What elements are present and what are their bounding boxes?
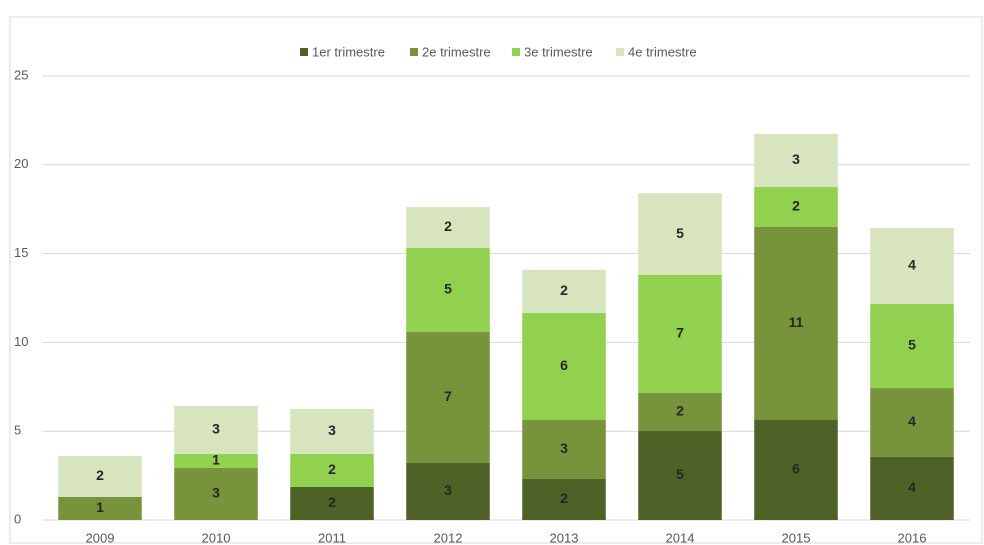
data-label: 4 bbox=[908, 479, 916, 495]
data-label: 2 bbox=[328, 461, 336, 477]
legend-swatch bbox=[300, 48, 308, 56]
y-tick-label: 5 bbox=[14, 423, 21, 438]
data-label: 2 bbox=[96, 467, 104, 483]
bar-segment bbox=[870, 456, 954, 520]
data-label: 2 bbox=[444, 218, 452, 234]
data-label: 2 bbox=[676, 403, 684, 419]
legend-label: 2e trimestre bbox=[422, 44, 491, 59]
y-tick-label: 15 bbox=[14, 245, 28, 260]
data-label: 11 bbox=[789, 314, 804, 330]
data-label: 3 bbox=[328, 422, 336, 438]
data-label: 2 bbox=[792, 198, 800, 214]
data-label: 1 bbox=[96, 499, 104, 515]
data-label: 5 bbox=[676, 225, 684, 241]
bar-segment bbox=[754, 420, 838, 520]
data-label: 5 bbox=[908, 337, 916, 353]
x-tick-label: 2012 bbox=[434, 530, 463, 545]
data-label: 5 bbox=[444, 281, 452, 297]
data-label: 3 bbox=[792, 151, 800, 167]
legend-swatch bbox=[512, 48, 520, 56]
y-tick-label: 10 bbox=[14, 334, 28, 349]
bar-segment bbox=[522, 312, 606, 421]
bar-segment bbox=[290, 486, 374, 520]
x-tick-label: 2014 bbox=[666, 530, 695, 545]
bar-segment bbox=[870, 228, 954, 305]
y-tick-label: 25 bbox=[14, 67, 28, 82]
legend-label: 4e trimestre bbox=[628, 44, 697, 59]
data-label: 4 bbox=[908, 413, 916, 429]
bar-segment bbox=[870, 388, 954, 457]
data-label: 1 bbox=[212, 452, 220, 468]
x-tick-label: 2011 bbox=[318, 530, 346, 545]
x-tick-label: 2009 bbox=[86, 530, 115, 545]
data-label: 6 bbox=[560, 357, 568, 373]
bar-segment bbox=[58, 456, 142, 497]
x-tick-label: 2013 bbox=[550, 530, 579, 545]
data-label: 2 bbox=[560, 282, 568, 298]
bar-segment bbox=[638, 393, 722, 432]
bar-segment bbox=[638, 431, 722, 520]
y-tick-label: 20 bbox=[14, 156, 28, 171]
bar-segment bbox=[870, 304, 954, 389]
x-tick-label: 2016 bbox=[898, 530, 927, 545]
data-label: 3 bbox=[212, 421, 220, 437]
bar-segment bbox=[174, 405, 258, 454]
legend-swatch bbox=[616, 48, 624, 56]
bar-segment bbox=[174, 453, 258, 468]
y-tick-label: 0 bbox=[14, 511, 21, 526]
data-label: 4 bbox=[908, 257, 916, 273]
x-tick-label: 2010 bbox=[202, 530, 231, 545]
legend-label: 1er trimestre bbox=[312, 44, 385, 59]
data-label: 6 bbox=[792, 461, 800, 477]
data-label: 3 bbox=[444, 482, 452, 498]
bar-segment bbox=[754, 187, 838, 227]
chart-frame bbox=[9, 16, 983, 544]
bar-segment bbox=[522, 478, 606, 520]
bar-segment bbox=[406, 331, 490, 463]
data-label: 3 bbox=[560, 440, 568, 456]
data-label: 3 bbox=[212, 485, 220, 501]
bar-segment bbox=[522, 269, 606, 313]
bar-segment bbox=[290, 453, 374, 487]
bar-segment bbox=[406, 247, 490, 332]
bar-segment bbox=[638, 274, 722, 394]
bar-segment bbox=[638, 193, 722, 275]
data-label: 5 bbox=[676, 466, 684, 482]
bar-segment bbox=[406, 462, 490, 520]
data-label: 2 bbox=[560, 490, 568, 506]
data-label: 2 bbox=[328, 494, 336, 510]
legend-swatch bbox=[410, 48, 418, 56]
bar-segment bbox=[174, 467, 258, 520]
bar-segment bbox=[754, 134, 838, 187]
bar-segment bbox=[406, 207, 490, 248]
bar-segment bbox=[290, 409, 374, 454]
bar-segment bbox=[58, 496, 142, 520]
legend-label: 3e trimestre bbox=[524, 44, 593, 59]
data-label: 7 bbox=[676, 325, 684, 341]
bar-segment bbox=[754, 226, 838, 421]
x-tick-label: 2015 bbox=[782, 530, 811, 545]
data-label: 7 bbox=[444, 388, 452, 404]
bar-segment bbox=[522, 420, 606, 479]
